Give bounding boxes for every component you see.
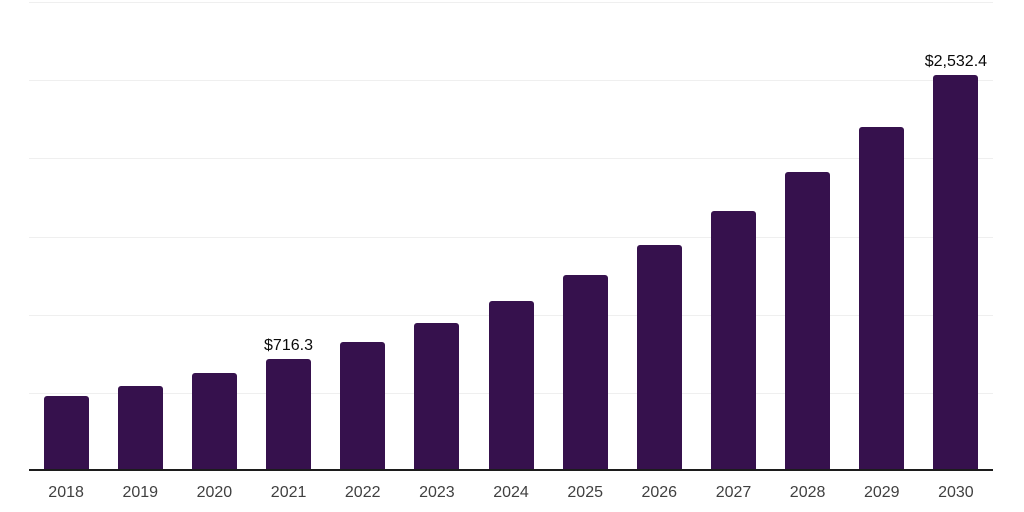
x-tick-label-2024: 2024 xyxy=(493,484,529,501)
x-tick-label-2022: 2022 xyxy=(344,484,381,501)
bar-2021 xyxy=(266,359,311,471)
x-axis-tick-labels: 2018 2019 2020 2021 2022 2023 2024 2025 2026 2027… xyxy=(29,483,993,507)
bar-2029 xyxy=(859,127,905,471)
x-tick-label-2025: 2025 xyxy=(567,484,603,501)
bar-2024 xyxy=(488,300,534,471)
gridline xyxy=(29,80,993,81)
plot-area: $716.3 $2,532.4 xyxy=(29,0,993,471)
x-axis-line xyxy=(29,469,993,471)
bar-2026 xyxy=(636,245,682,471)
data-label-2030: $2,532.4 xyxy=(924,53,988,71)
bar-2018 xyxy=(43,396,89,471)
bar-2023 xyxy=(414,322,460,471)
x-tick-label-2027: 2027 xyxy=(715,484,752,501)
gridline xyxy=(29,158,993,159)
gridline xyxy=(29,237,993,238)
x-tick-label-2026: 2026 xyxy=(641,484,678,501)
bar-2028 xyxy=(785,172,831,471)
data-label-2021: $716.3 xyxy=(264,337,313,354)
x-tick-label-2028: 2028 xyxy=(789,484,826,501)
bar-2022 xyxy=(340,342,386,471)
x-tick-label-2029: 2029 xyxy=(863,484,900,501)
bar-2019 xyxy=(117,386,163,471)
bar-2027 xyxy=(711,211,756,471)
x-tick-label-2019: 2019 xyxy=(122,484,159,501)
x-tick-label-2018: 2018 xyxy=(48,484,84,501)
bar-2030 xyxy=(933,75,979,471)
bar-2020 xyxy=(191,373,237,471)
x-tick-label-2021: 2021 xyxy=(270,484,307,501)
x-tick-label-2030: 2030 xyxy=(938,484,974,501)
x-tick-label-2023: 2023 xyxy=(419,484,455,501)
x-tick-label-2020: 2020 xyxy=(196,484,233,501)
gridline xyxy=(29,2,993,3)
bar-2025 xyxy=(562,275,608,471)
